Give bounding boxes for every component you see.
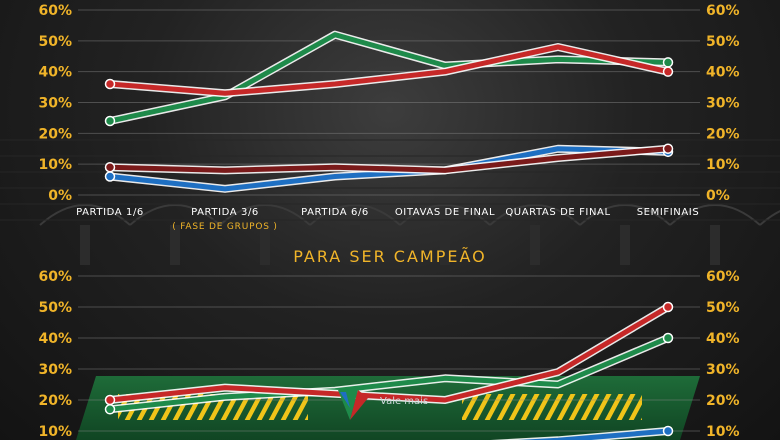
y-tick-label-right: 20%	[706, 393, 740, 409]
series-end-point	[662, 332, 674, 344]
stadium-pillar	[350, 225, 360, 265]
series-line	[107, 44, 671, 96]
stadium-pillar	[170, 225, 180, 265]
y-tick-label-right: 40%	[706, 65, 740, 81]
x-tick-label: OITAVAS DE FINAL	[395, 207, 495, 218]
stadium-arch	[39, 204, 131, 226]
stadium-pillar	[440, 225, 450, 265]
bottom-chart-title: PARA SER CAMPEÃO	[293, 247, 486, 266]
y-tick-label-right: 0%	[706, 188, 730, 204]
series-line	[107, 146, 671, 173]
y-tick-label-left: 20%	[38, 126, 72, 142]
series-end-point	[662, 425, 674, 437]
series-end-point	[662, 57, 674, 68]
stadium-arch	[669, 204, 761, 226]
y-tick-label-left: 60%	[38, 3, 72, 19]
stadium-arch	[219, 204, 311, 226]
series-line	[107, 146, 671, 192]
y-tick-label-left: 0%	[48, 188, 72, 204]
x-tick-label: QUARTAS DE FINAL	[505, 207, 610, 218]
series-line	[517, 428, 671, 440]
series-end-point	[104, 171, 116, 182]
y-tick-label-left: 60%	[38, 269, 72, 285]
y-tick-label-left: 40%	[38, 331, 72, 347]
series-line	[107, 335, 671, 412]
series-end-point	[104, 394, 116, 406]
x-tick-label: PARTIDA 1/6	[76, 207, 144, 218]
bottom-chart: 10% 10% 20% 20% 30% 30% 40% 40% 50% 50% 60% 60%	[38, 269, 740, 440]
x-tick-label: PARTIDA 6/6	[301, 207, 369, 218]
series-end-point	[662, 66, 674, 77]
stadium-pillar	[530, 225, 540, 265]
y-tick-label-right: 10%	[706, 424, 740, 440]
y-tick-label-right: 50%	[706, 300, 740, 316]
series-end-point	[104, 162, 116, 173]
stadium-pillar	[260, 225, 270, 265]
stadium-arch	[759, 210, 780, 226]
y-tick-label-right: 40%	[706, 331, 740, 347]
stadium-arch	[579, 204, 671, 226]
watermark-text: Vale mais	[380, 396, 428, 407]
x-tick-label: PARTIDA 3/6	[191, 207, 259, 218]
y-tick-label-left: 40%	[38, 65, 72, 81]
stadium-pillar	[710, 225, 720, 265]
hatch-decoration-right	[462, 394, 642, 420]
stadium-pillar	[620, 225, 630, 265]
logo-accent-blue-icon	[340, 392, 350, 408]
series-line	[107, 32, 671, 124]
logo-mark-icon	[338, 390, 358, 420]
stadium-pillar	[80, 225, 90, 265]
x-tick-label: SEMIFINAIS	[637, 207, 700, 218]
series-end-point	[104, 78, 116, 90]
y-tick-label-left: 10%	[38, 424, 72, 440]
y-tick-label-right: 30%	[706, 96, 740, 112]
stadium-arch	[309, 204, 401, 226]
y-tick-label-right: 50%	[706, 34, 740, 50]
y-tick-label-right: 30%	[706, 362, 740, 378]
series-end-point	[662, 143, 674, 154]
y-tick-label-right: 60%	[706, 269, 740, 285]
logo-accent-icon	[350, 390, 368, 420]
series-line	[107, 304, 671, 403]
y-tick-label-left: 30%	[38, 96, 72, 112]
series-end-point	[104, 115, 116, 127]
y-tick-label-left: 30%	[38, 362, 72, 378]
x-tick-sublabel: ( FASE DE GRUPOS )	[172, 222, 277, 232]
y-tick-label-right: 10%	[706, 157, 740, 173]
y-tick-label-right: 60%	[706, 3, 740, 19]
y-tick-label-right: 20%	[706, 126, 740, 142]
y-tick-label-left: 10%	[38, 157, 72, 173]
y-tick-label-left: 50%	[38, 34, 72, 50]
y-tick-label-left: 50%	[38, 300, 72, 316]
stadium-arch	[399, 204, 491, 226]
series-end-point	[104, 404, 116, 415]
y-tick-label-left: 20%	[38, 393, 72, 409]
watermark-logo: Vale mais	[338, 390, 428, 420]
stadium-arch	[489, 204, 581, 226]
stadium-arch	[129, 204, 221, 226]
top-chart: 0% 0% 10% 10% 20% 20% 30% 30% 40% 40% 50% 50% 60% 60%…	[38, 3, 739, 232]
series-end-point	[662, 301, 674, 313]
